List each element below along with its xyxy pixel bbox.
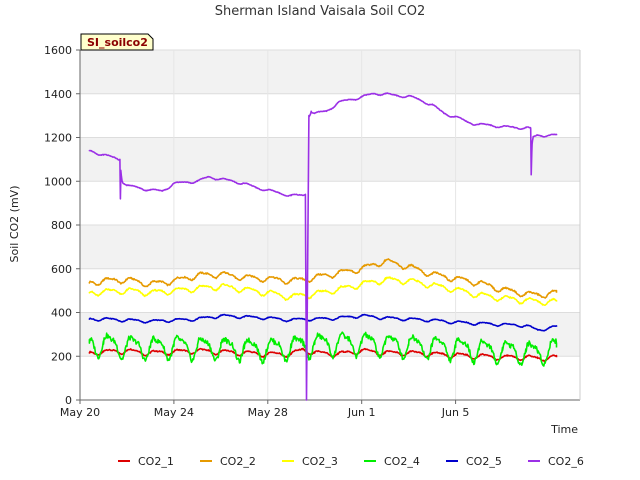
series-lines bbox=[88, 92, 558, 401]
plot-band bbox=[80, 225, 580, 269]
y-tick-label: 0 bbox=[65, 394, 72, 407]
legend-label: CO2_3 bbox=[302, 455, 338, 468]
legend: CO2_1 CO2_2 CO2_3 CO2_4 CO2_5 CO2_6 bbox=[118, 455, 584, 468]
y-tick-label: 400 bbox=[51, 307, 72, 320]
y-tick-label: 800 bbox=[51, 219, 72, 232]
y-tick-label: 1400 bbox=[44, 88, 72, 101]
y-axis-title: Soil CO2 (mV) bbox=[8, 186, 21, 263]
x-tick-label: May 20 bbox=[60, 406, 100, 419]
legend-label: CO2_1 bbox=[138, 455, 174, 468]
y-tick-label: 1000 bbox=[44, 175, 72, 188]
series-line-co2-3 bbox=[88, 276, 558, 306]
plot-band bbox=[80, 50, 580, 94]
legend-label: CO2_4 bbox=[384, 455, 420, 468]
y-tick-labels: 0 200 400 600 800 1000 1200 1400 1600 bbox=[44, 44, 80, 407]
x-tick-label: May 28 bbox=[248, 406, 288, 419]
x-axis-title: Time bbox=[550, 423, 578, 436]
y-tick-label: 600 bbox=[51, 263, 72, 276]
x-tick-label: May 24 bbox=[154, 406, 194, 419]
site-badge-label: SI_soilco2 bbox=[87, 36, 148, 49]
y-tick-label: 1600 bbox=[44, 44, 72, 57]
y-tick-label: 1200 bbox=[44, 132, 72, 145]
series-line-co2-5 bbox=[88, 313, 558, 332]
x-tick-label: Jun 1 bbox=[347, 406, 376, 419]
site-badge: SI_soilco2 bbox=[80, 33, 154, 51]
y-tick-label: 200 bbox=[51, 350, 72, 363]
plot-band bbox=[80, 137, 580, 182]
series-line-co2-2 bbox=[88, 258, 558, 299]
series-line-co2-6 bbox=[88, 92, 558, 401]
series-line-co2-4 bbox=[88, 331, 558, 367]
x-tick-label: Jun 5 bbox=[441, 406, 470, 419]
series-line-co2-1 bbox=[88, 347, 558, 362]
x-tick-labels: May 20 May 24 May 28 Jun 1 Jun 5 bbox=[60, 400, 470, 419]
legend-label: CO2_2 bbox=[220, 455, 256, 468]
legend-label: CO2_6 bbox=[548, 455, 584, 468]
chart-title: Sherman Island Vaisala Soil CO2 bbox=[215, 4, 425, 19]
legend-label: CO2_5 bbox=[466, 455, 502, 468]
